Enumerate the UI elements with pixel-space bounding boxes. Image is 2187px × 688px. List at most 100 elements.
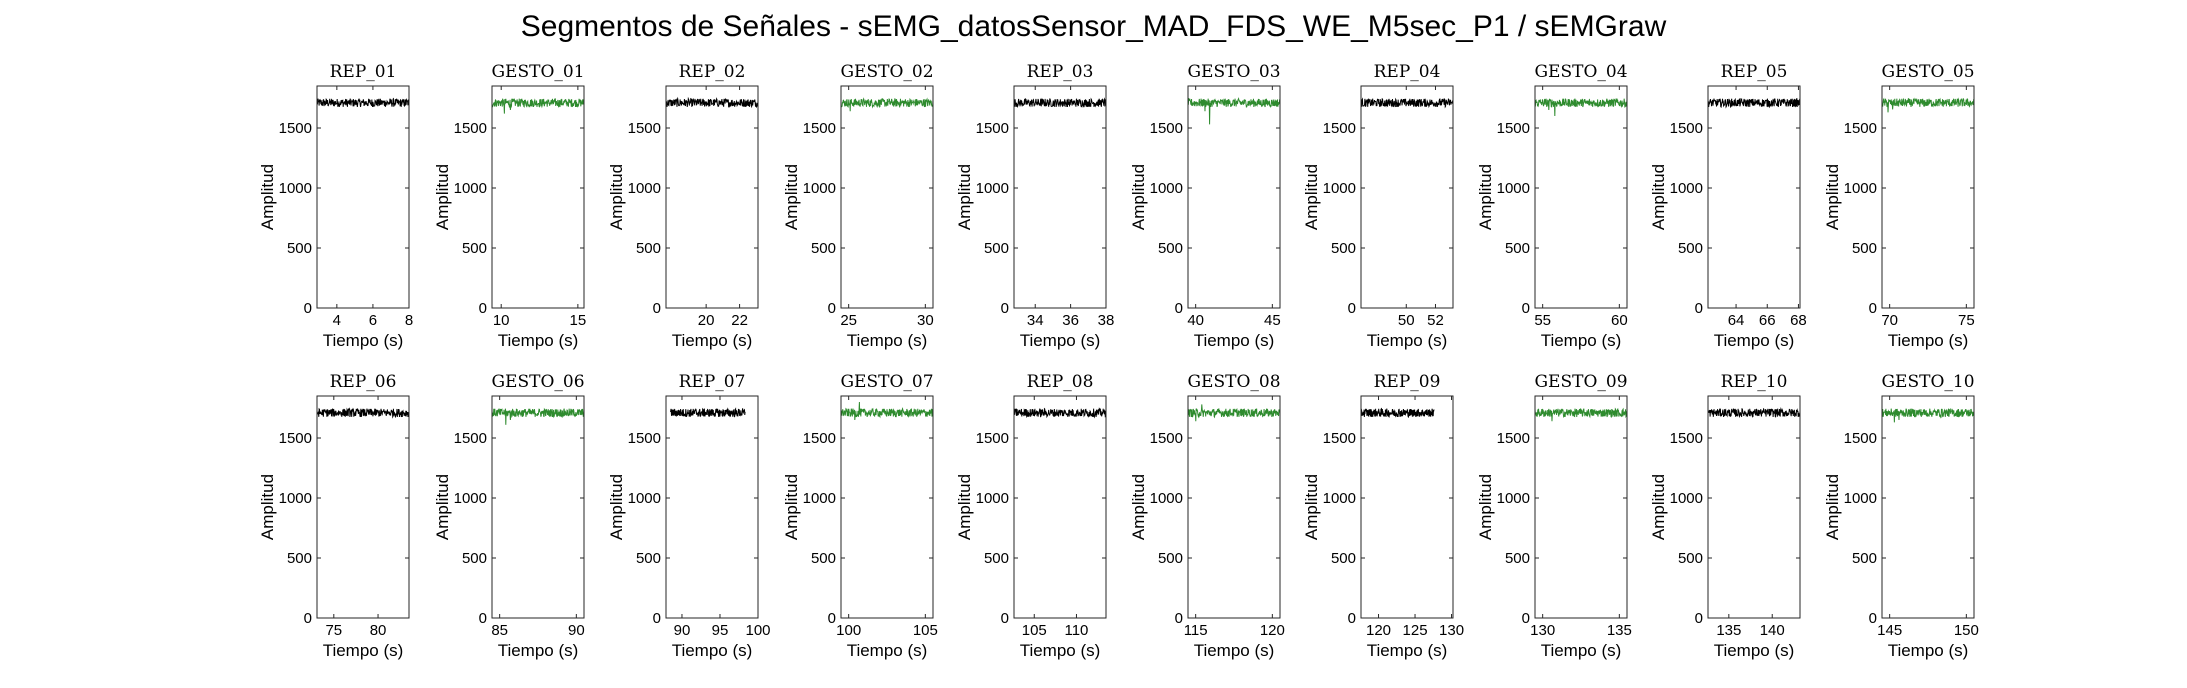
y-tick-label: 1000 xyxy=(454,490,487,507)
x-tick-label: 8 xyxy=(405,312,413,329)
subplot-gesto-06: 0 500 1000 1500 85 90 GESTO_06 Tiempo (s) Amplit… xyxy=(433,372,585,660)
y-tick-label: 500 xyxy=(1505,240,1530,257)
x-tick-label: 55 xyxy=(1534,312,1551,329)
subplot-title: GESTO_02 xyxy=(840,62,933,82)
y-tick-label: 500 xyxy=(984,240,1009,257)
x-axis-label: Tiempo (s) xyxy=(1888,331,1969,350)
subplot-gesto-10: 0 500 1000 1500 145 150 GESTO_10 Tiempo (s) Ampl… xyxy=(1823,372,1979,660)
x-tick-label: 105 xyxy=(1022,622,1047,639)
signal-line xyxy=(665,96,759,109)
y-axis-label: Amplitud xyxy=(258,474,277,540)
subplot-gesto-07: 0 500 1000 1500 100 105 GESTO_07 Tiempo (s) Ampl… xyxy=(782,372,938,660)
subplot-title: GESTO_04 xyxy=(1534,62,1627,82)
axes-box xyxy=(1534,85,1628,309)
y-axis-label: Amplitud xyxy=(1302,164,1321,230)
signal-line xyxy=(670,407,746,418)
axes-box xyxy=(316,395,410,619)
y-tick-label: 1500 xyxy=(976,430,1009,447)
y-tick-label: 500 xyxy=(462,550,487,567)
signal-line xyxy=(840,97,934,112)
signal-line xyxy=(316,407,410,419)
y-tick-label: 1000 xyxy=(279,180,312,197)
x-tick-label: 95 xyxy=(712,622,729,639)
subplot-rep-09: 0 500 1000 1500 120 125 130 REP_09 Tiempo (s) Amp… xyxy=(1302,372,1464,660)
x-tick-label: 34 xyxy=(1027,312,1044,329)
y-axis-label: Amplitud xyxy=(607,164,626,230)
y-tick-label: 0 xyxy=(1175,610,1183,627)
y-tick-label: 0 xyxy=(1869,300,1877,317)
y-tick-label: 500 xyxy=(984,550,1009,567)
y-tick-label: 0 xyxy=(1695,610,1703,627)
y-axis-label: Amplitud xyxy=(1649,474,1668,540)
x-tick-label: 145 xyxy=(1877,622,1902,639)
subplot-title: GESTO_01 xyxy=(491,62,584,82)
subplot-title: REP_01 xyxy=(330,62,397,82)
x-tick-label: 10 xyxy=(493,312,510,329)
y-tick-label: 0 xyxy=(1001,300,1009,317)
signal-line xyxy=(1707,97,1801,109)
y-tick-label: 1000 xyxy=(1323,180,1356,197)
x-tick-label: 100 xyxy=(745,622,770,639)
subplot-title: REP_05 xyxy=(1721,62,1788,82)
y-tick-label: 1500 xyxy=(628,120,661,137)
axes-box xyxy=(1707,85,1801,309)
x-axis-label: Tiempo (s) xyxy=(1020,331,1101,350)
x-tick-label: 30 xyxy=(917,312,934,329)
axes-box xyxy=(1707,395,1801,619)
y-axis-label: Amplitud xyxy=(1823,474,1842,540)
signal-line xyxy=(1534,407,1628,422)
subplot-rep-02: 0 500 1000 1500 20 22 REP_02 Tiempo (s) Amplitud xyxy=(607,62,759,350)
y-tick-label: 0 xyxy=(1522,610,1530,627)
y-tick-label: 0 xyxy=(828,610,836,627)
signal-line xyxy=(1534,97,1628,117)
subplot-title: REP_08 xyxy=(1027,372,1094,392)
y-tick-label: 500 xyxy=(1852,550,1877,567)
axes-box xyxy=(665,395,759,619)
axes-box xyxy=(491,395,585,619)
signal-line xyxy=(1707,406,1801,419)
subplot-gesto-03: 0 500 1000 1500 40 45 GESTO_03 Tiempo (s) Amplit… xyxy=(1129,62,1281,350)
x-tick-label: 52 xyxy=(1427,312,1444,329)
x-axis-label: Tiempo (s) xyxy=(1020,641,1101,660)
x-tick-label: 85 xyxy=(491,622,508,639)
axes-box xyxy=(840,85,934,309)
x-tick-label: 140 xyxy=(1760,622,1785,639)
x-tick-label: 130 xyxy=(1530,622,1555,639)
x-axis-label: Tiempo (s) xyxy=(672,641,753,660)
subplot-rep-03: 0 500 1000 1500 34 36 38 REP_03 Tiempo (s) Amplit… xyxy=(955,62,1114,350)
x-tick-label: 60 xyxy=(1611,312,1628,329)
x-axis-label: Tiempo (s) xyxy=(1541,331,1622,350)
x-axis-label: Tiempo (s) xyxy=(498,331,579,350)
subplot-gesto-05: 0 500 1000 1500 70 75 GESTO_05 Tiempo (s) Amplit… xyxy=(1823,62,1975,350)
x-tick-label: 70 xyxy=(1881,312,1898,329)
subplot-title: GESTO_10 xyxy=(1881,372,1974,392)
y-tick-label: 1500 xyxy=(976,120,1009,137)
subplot-rep-08: 0 500 1000 1500 105 110 REP_08 Tiempo (s) Amplit… xyxy=(955,372,1107,660)
x-tick-label: 100 xyxy=(836,622,861,639)
y-axis-label: Amplitud xyxy=(955,164,974,230)
subplot-rep-05: 0 500 1000 1500 64 66 68 REP_05 Tiempo (s) Amplit… xyxy=(1649,62,1807,350)
signal-line xyxy=(1360,97,1454,109)
y-tick-label: 1500 xyxy=(1844,120,1877,137)
subplot-title: GESTO_07 xyxy=(840,372,933,392)
y-tick-label: 1500 xyxy=(803,120,836,137)
x-axis-label: Tiempo (s) xyxy=(847,331,928,350)
axes-box xyxy=(840,395,934,619)
x-tick-label: 130 xyxy=(1439,622,1464,639)
y-tick-label: 1000 xyxy=(1670,490,1703,507)
y-axis-label: Amplitud xyxy=(1476,474,1495,540)
y-tick-label: 1000 xyxy=(803,490,836,507)
x-axis-label: Tiempo (s) xyxy=(1367,331,1448,350)
signal-line xyxy=(1881,97,1975,113)
y-tick-label: 500 xyxy=(811,240,836,257)
y-tick-label: 1500 xyxy=(1844,430,1877,447)
x-tick-label: 135 xyxy=(1716,622,1741,639)
y-tick-label: 1000 xyxy=(976,490,1009,507)
axes-box xyxy=(316,85,410,309)
y-tick-label: 1500 xyxy=(1150,120,1183,137)
axes-box xyxy=(665,85,759,309)
subplot-title: REP_03 xyxy=(1027,62,1094,82)
subplot-title: GESTO_08 xyxy=(1187,372,1280,392)
x-tick-label: 115 xyxy=(1184,622,1208,639)
y-tick-label: 500 xyxy=(636,550,661,567)
